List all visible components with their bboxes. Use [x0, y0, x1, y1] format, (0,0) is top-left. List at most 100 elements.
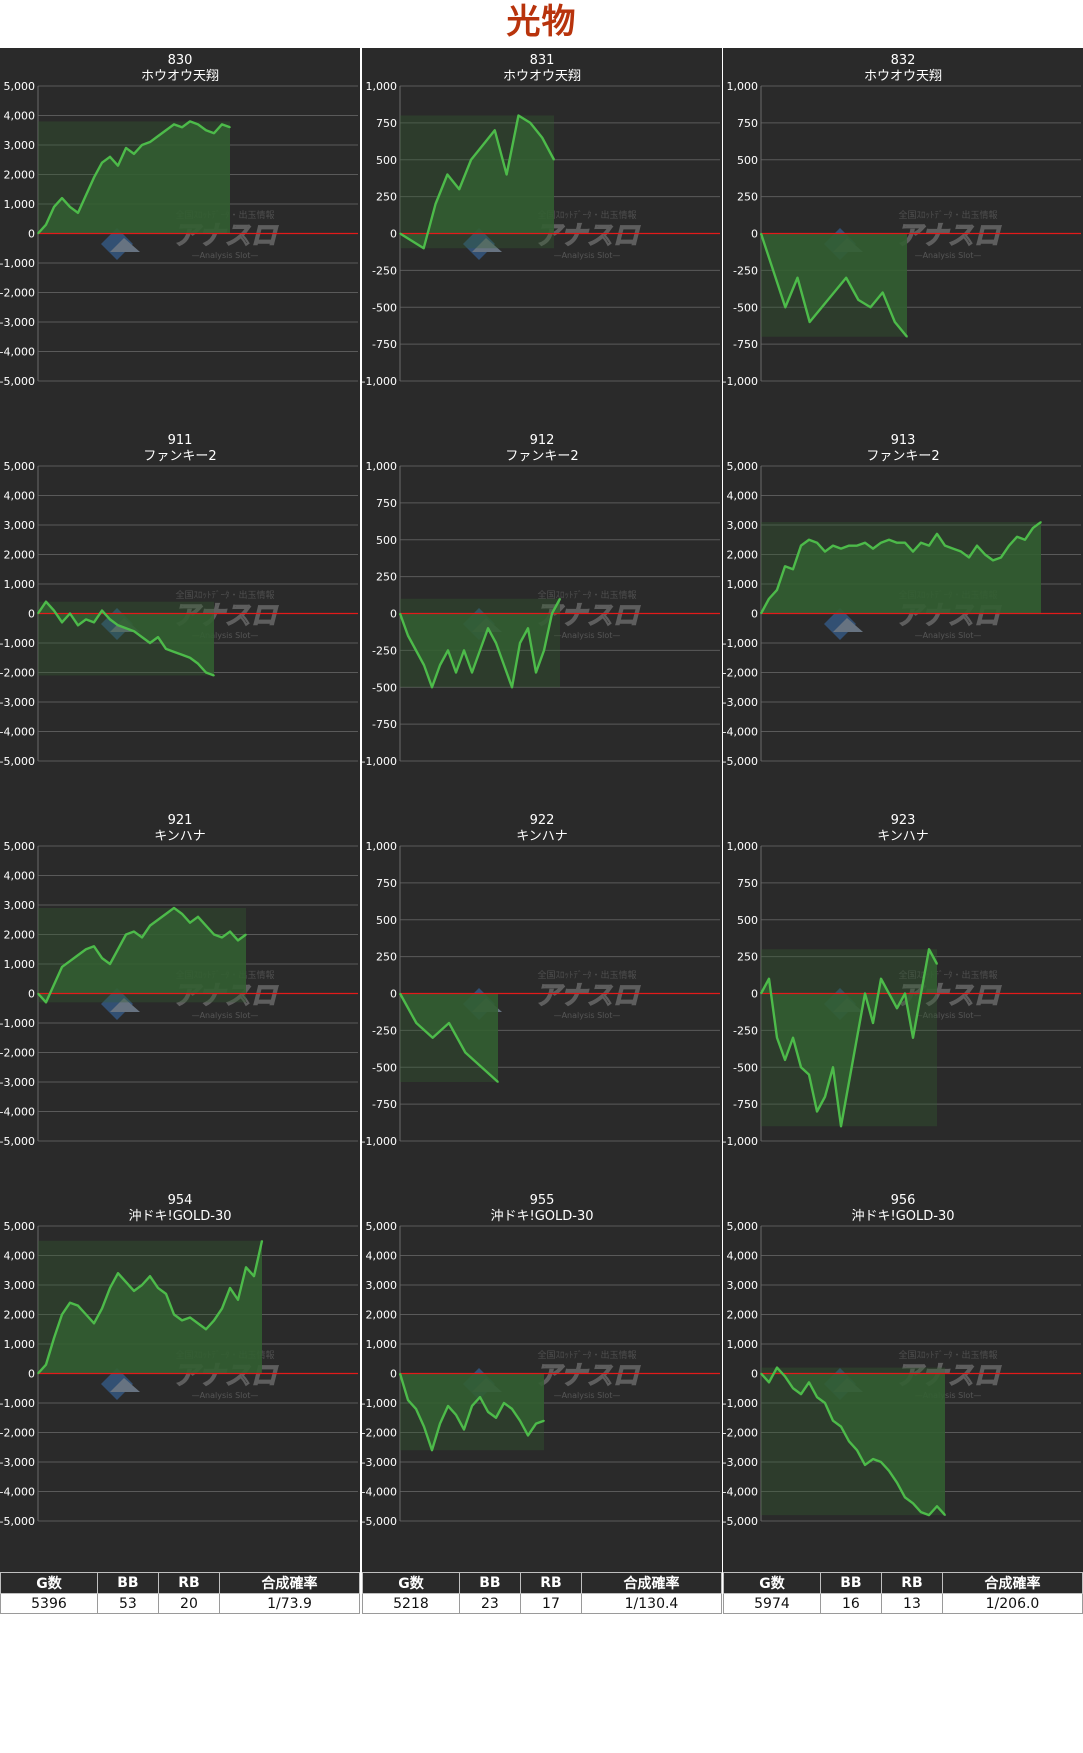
data-point: [856, 544, 858, 547]
data-point: [968, 556, 970, 559]
machine-name: ホウオウ天翔: [141, 69, 219, 84]
watermark-brand: アナスロ: [535, 221, 640, 251]
machine-number: 954: [168, 1193, 193, 1208]
y-tick-label: -4,000: [723, 1486, 758, 1499]
data-point: [904, 992, 906, 995]
rb-value: 20: [157, 1593, 220, 1614]
data-point: [936, 533, 938, 535]
data-point: [213, 1319, 215, 1322]
chart-panel: 955 沖ドキ!GOLD-30 5,000 4,000 3,000 2,000 1,000 0…: [362, 1188, 723, 1614]
y-tick-label: -500: [372, 681, 397, 694]
watermark-tagline: —Analysis Slot—: [192, 1391, 259, 1400]
header-probability: 合成確率: [218, 1572, 361, 1594]
y-tick-label: 1,000: [366, 840, 398, 853]
data-point: [407, 634, 409, 637]
data-point: [423, 1425, 425, 1428]
y-tick-label: -250: [372, 644, 397, 657]
series-range-shade: [761, 1367, 945, 1516]
y-tick-label: 0: [28, 1368, 35, 1381]
data-point: [1008, 544, 1010, 547]
data-point: [840, 1125, 842, 1128]
watermark-tagline: —Analysis Slot—: [915, 251, 982, 260]
probability-value: 1/206.0: [941, 1593, 1083, 1614]
data-point: [93, 1322, 95, 1325]
header-games: G数: [362, 1572, 460, 1594]
data-point: [197, 1322, 199, 1325]
y-tick-label: 0: [751, 228, 758, 241]
data-point: [431, 686, 433, 689]
y-tick-label: 750: [737, 877, 758, 890]
data-point: [125, 147, 127, 149]
y-tick-label: -750: [733, 1098, 758, 1111]
y-tick-label: 0: [390, 228, 397, 241]
data-point: [61, 966, 63, 968]
machine-name: 沖ドキ!GOLD-30: [851, 1209, 954, 1224]
series-area: [761, 233, 907, 337]
y-tick-label: 2,000: [727, 1309, 759, 1322]
data-point: [117, 164, 119, 167]
data-point: [165, 1293, 167, 1295]
data-point: [529, 122, 532, 124]
chart-panel: 831 ホウオウ天翔 1,000 750 500 250 0 -250 -500 -750 -1,0…: [362, 48, 723, 474]
y-tick-label: -5,000: [0, 375, 35, 388]
data-point: [784, 1375, 786, 1378]
data-point: [864, 1464, 866, 1466]
data-point: [928, 948, 930, 951]
y-tick-label: -1,000: [723, 1135, 758, 1148]
data-point: [944, 1514, 946, 1516]
y-tick-label: 1,000: [366, 1338, 398, 1351]
data-point: [505, 173, 508, 176]
watermark-tagline: —Analysis Slot—: [192, 1011, 259, 1020]
header-games: G数: [0, 1572, 98, 1594]
watermark-tagline: —Analysis Slot—: [554, 251, 621, 260]
y-tick-label: -4,000: [0, 1106, 35, 1119]
y-tick-label: 1,000: [4, 198, 36, 211]
data-point: [519, 1419, 521, 1422]
watermark-brand: アナスロ: [535, 981, 640, 1011]
data-point: [912, 1036, 914, 1039]
data-point: [768, 1381, 770, 1384]
chart-panel: 921 キンハナ 5,000 4,000 3,000 2,000 1,000 0 -1,000 -…: [0, 808, 361, 1234]
y-tick-label: -1,000: [362, 1135, 397, 1148]
data-point: [470, 158, 472, 161]
series-area: [400, 1373, 544, 1451]
chart-panel: 922 キンハナ 1,000 750 500 250 0 -250 -500 -750 -1,000…: [362, 808, 723, 1234]
data-point: [768, 597, 770, 600]
data-point: [944, 544, 946, 547]
data-point: [776, 1036, 778, 1039]
data-point: [458, 188, 461, 191]
y-tick-label: 0: [390, 988, 397, 1001]
machine-number: 912: [530, 433, 555, 448]
header-bb: BB: [819, 1572, 882, 1594]
y-tick-label: 0: [390, 608, 397, 621]
data-point: [888, 538, 890, 541]
data-point: [857, 299, 860, 301]
watermark-tagline: —Analysis Slot—: [554, 631, 621, 640]
data-point: [77, 954, 79, 956]
y-tick-label: 750: [737, 117, 758, 130]
data-point: [495, 1416, 497, 1419]
data-point: [880, 977, 882, 980]
data-point: [920, 1511, 922, 1513]
y-tick-label: -500: [733, 301, 758, 314]
data-point: [881, 291, 884, 294]
data-point: [463, 1428, 465, 1431]
data-point: [896, 1481, 898, 1484]
data-point: [85, 1313, 87, 1316]
data-point: [463, 649, 465, 652]
data-point: [101, 161, 103, 164]
y-tick-label: 2,000: [4, 549, 36, 562]
data-point: [816, 1396, 818, 1398]
data-point: [101, 609, 103, 612]
y-tick-label: 250: [376, 191, 397, 204]
y-tick-label: 500: [376, 914, 397, 927]
data-point: [221, 1307, 223, 1310]
data-point: [37, 612, 39, 615]
chart-grid: 830 ホウオウ天翔 5,000 4,000 3,000 2,000 1,000 0 -1,00…: [0, 48, 1083, 1753]
data-point: [149, 924, 151, 927]
data-point: [141, 144, 143, 146]
